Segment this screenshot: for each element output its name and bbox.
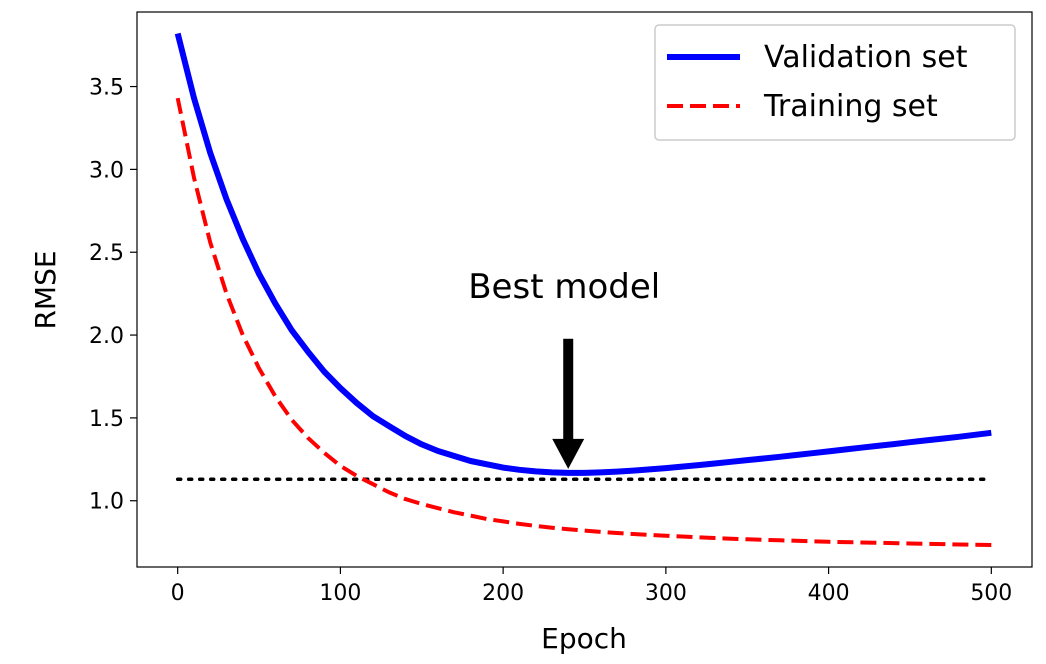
annotation-layer: Best model (468, 267, 660, 469)
x-tick-label: 400 (808, 581, 850, 606)
legend-training-label: Training set (763, 89, 938, 124)
y-tick-label: 3.0 (89, 158, 124, 183)
legend-box (654, 24, 1016, 141)
y-axis-ticks: 1.0 1.5 2.0 2.5 3.0 3.5 (89, 76, 137, 515)
y-axis-label: RMSE (29, 250, 62, 329)
x-tick-label: 200 (482, 581, 524, 606)
y-tick-label: 2.5 (89, 241, 124, 266)
x-axis-label: Epoch (541, 622, 627, 655)
annotation-label: Best model (468, 267, 660, 307)
x-tick-label: 300 (645, 581, 687, 606)
annotation-arrow-shaft (563, 338, 574, 441)
x-tick-label: 0 (171, 581, 185, 606)
series-training-set (175, 97, 992, 547)
y-tick-label: 2.0 (89, 324, 124, 349)
series-validation-set (174, 32, 992, 476)
annotation-arrow-head (552, 438, 585, 469)
legend: Validation set Training set (654, 24, 1016, 141)
x-tick-label: 500 (970, 581, 1012, 606)
y-tick-label: 1.5 (89, 407, 124, 432)
plot-frame (136, 11, 1033, 568)
legend-validation-label: Validation set (764, 40, 968, 75)
y-tick-label: 3.5 (89, 76, 124, 101)
x-axis-ticks: 0 100 200 300 400 500 (171, 567, 1012, 606)
x-tick-label: 100 (319, 581, 361, 606)
y-tick-label: 1.0 (89, 490, 124, 515)
series-layer (174, 32, 994, 547)
